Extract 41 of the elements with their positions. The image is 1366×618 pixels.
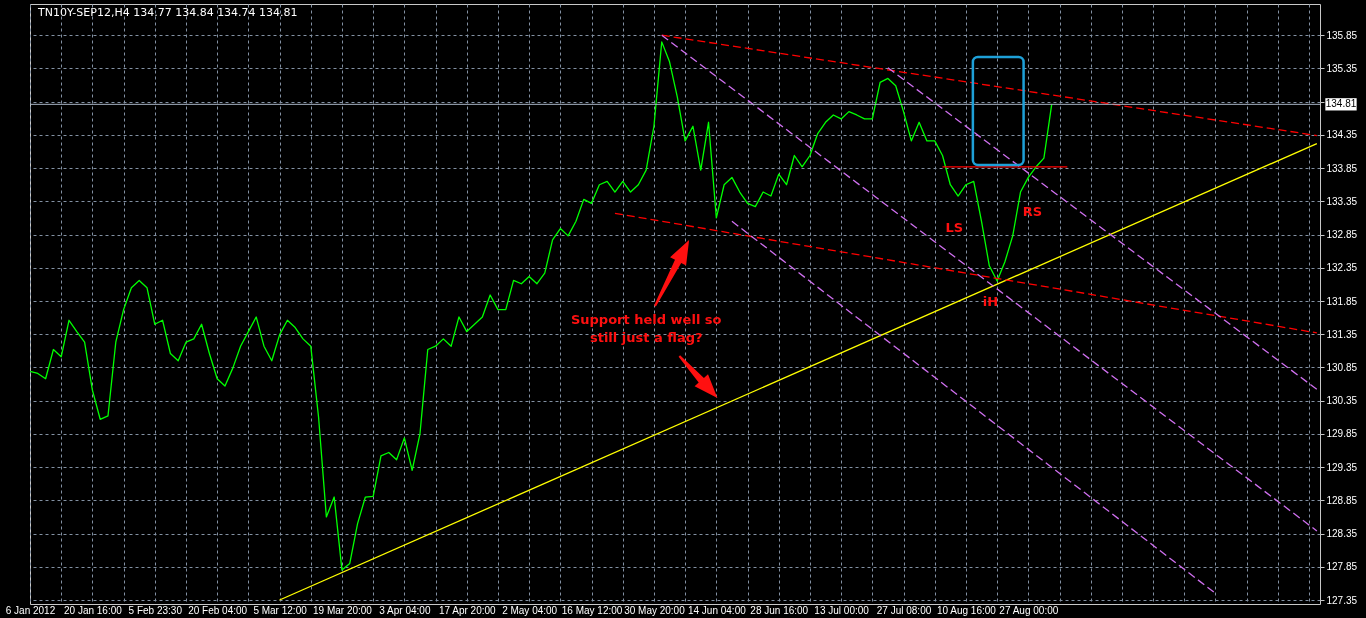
y-tick-label: 135.85	[1326, 29, 1358, 41]
x-tick-label: 14 Jun 04:00	[687, 604, 747, 616]
x-tick-label: 16 May 12:00	[561, 604, 623, 616]
x-tick-label: 20 Jan 16:00	[63, 604, 123, 616]
x-tick-label: 3 Apr 04:00	[379, 604, 431, 616]
x-tick-label: 20 Feb 04:00	[188, 604, 248, 616]
ref-line-label: 134.81	[1325, 98, 1357, 110]
x-tick-label: 6 Jan 2012	[5, 604, 56, 616]
y-tick-label: 130.35	[1326, 395, 1358, 407]
y-tick-label: 133.35	[1326, 195, 1358, 207]
x-tick-label: 5 Mar 12:00	[253, 604, 308, 616]
y-tick-label: 129.85	[1326, 428, 1358, 440]
x-tick-label: 27 Jul 08:00	[876, 604, 932, 616]
x-tick-label: 5 Feb 23:30	[128, 604, 183, 616]
y-tick-label: 131.85	[1326, 295, 1358, 307]
y-tick-label: 133.85	[1326, 162, 1358, 174]
y-tick-label: 128.85	[1326, 494, 1358, 506]
y-tick-label: 127.85	[1326, 561, 1358, 573]
y-tick-label: 135.35	[1326, 62, 1358, 74]
y-tick-label: 134.35	[1326, 129, 1358, 141]
annotation: iH	[982, 294, 999, 309]
y-tick-label: 127.35	[1326, 594, 1358, 606]
y-tick-label: 132.85	[1326, 229, 1358, 241]
x-tick-label: 28 Jun 16:00	[750, 604, 809, 616]
x-tick-label: 13 Jul 00:00	[814, 604, 870, 616]
x-tick-label: 10 Aug 16:00	[936, 604, 997, 616]
annotation: RS	[1022, 204, 1043, 219]
annotation: LS	[945, 220, 964, 235]
x-tick-label: 30 May 20:00	[624, 604, 686, 616]
chart-title: TN10Y-SEP12,H4 134.77 134.84 134.74 134.81	[37, 6, 298, 19]
annotation: Support held well so still just a flag?	[570, 312, 722, 345]
x-tick-label: 17 Apr 20:00	[438, 604, 497, 616]
x-tick-label: 19 Mar 20:00	[313, 604, 373, 616]
x-tick-label: 27 Aug 00:00	[999, 604, 1059, 616]
y-tick-label: 131.35	[1326, 328, 1358, 340]
y-tick-label: 128.35	[1326, 528, 1358, 540]
x-tick-label: 2 May 04:00	[502, 604, 558, 616]
y-tick-label: 129.35	[1326, 461, 1358, 473]
y-tick-label: 130.85	[1326, 361, 1358, 373]
y-tick-label: 132.35	[1326, 262, 1358, 274]
line-series	[30, 41, 1053, 571]
